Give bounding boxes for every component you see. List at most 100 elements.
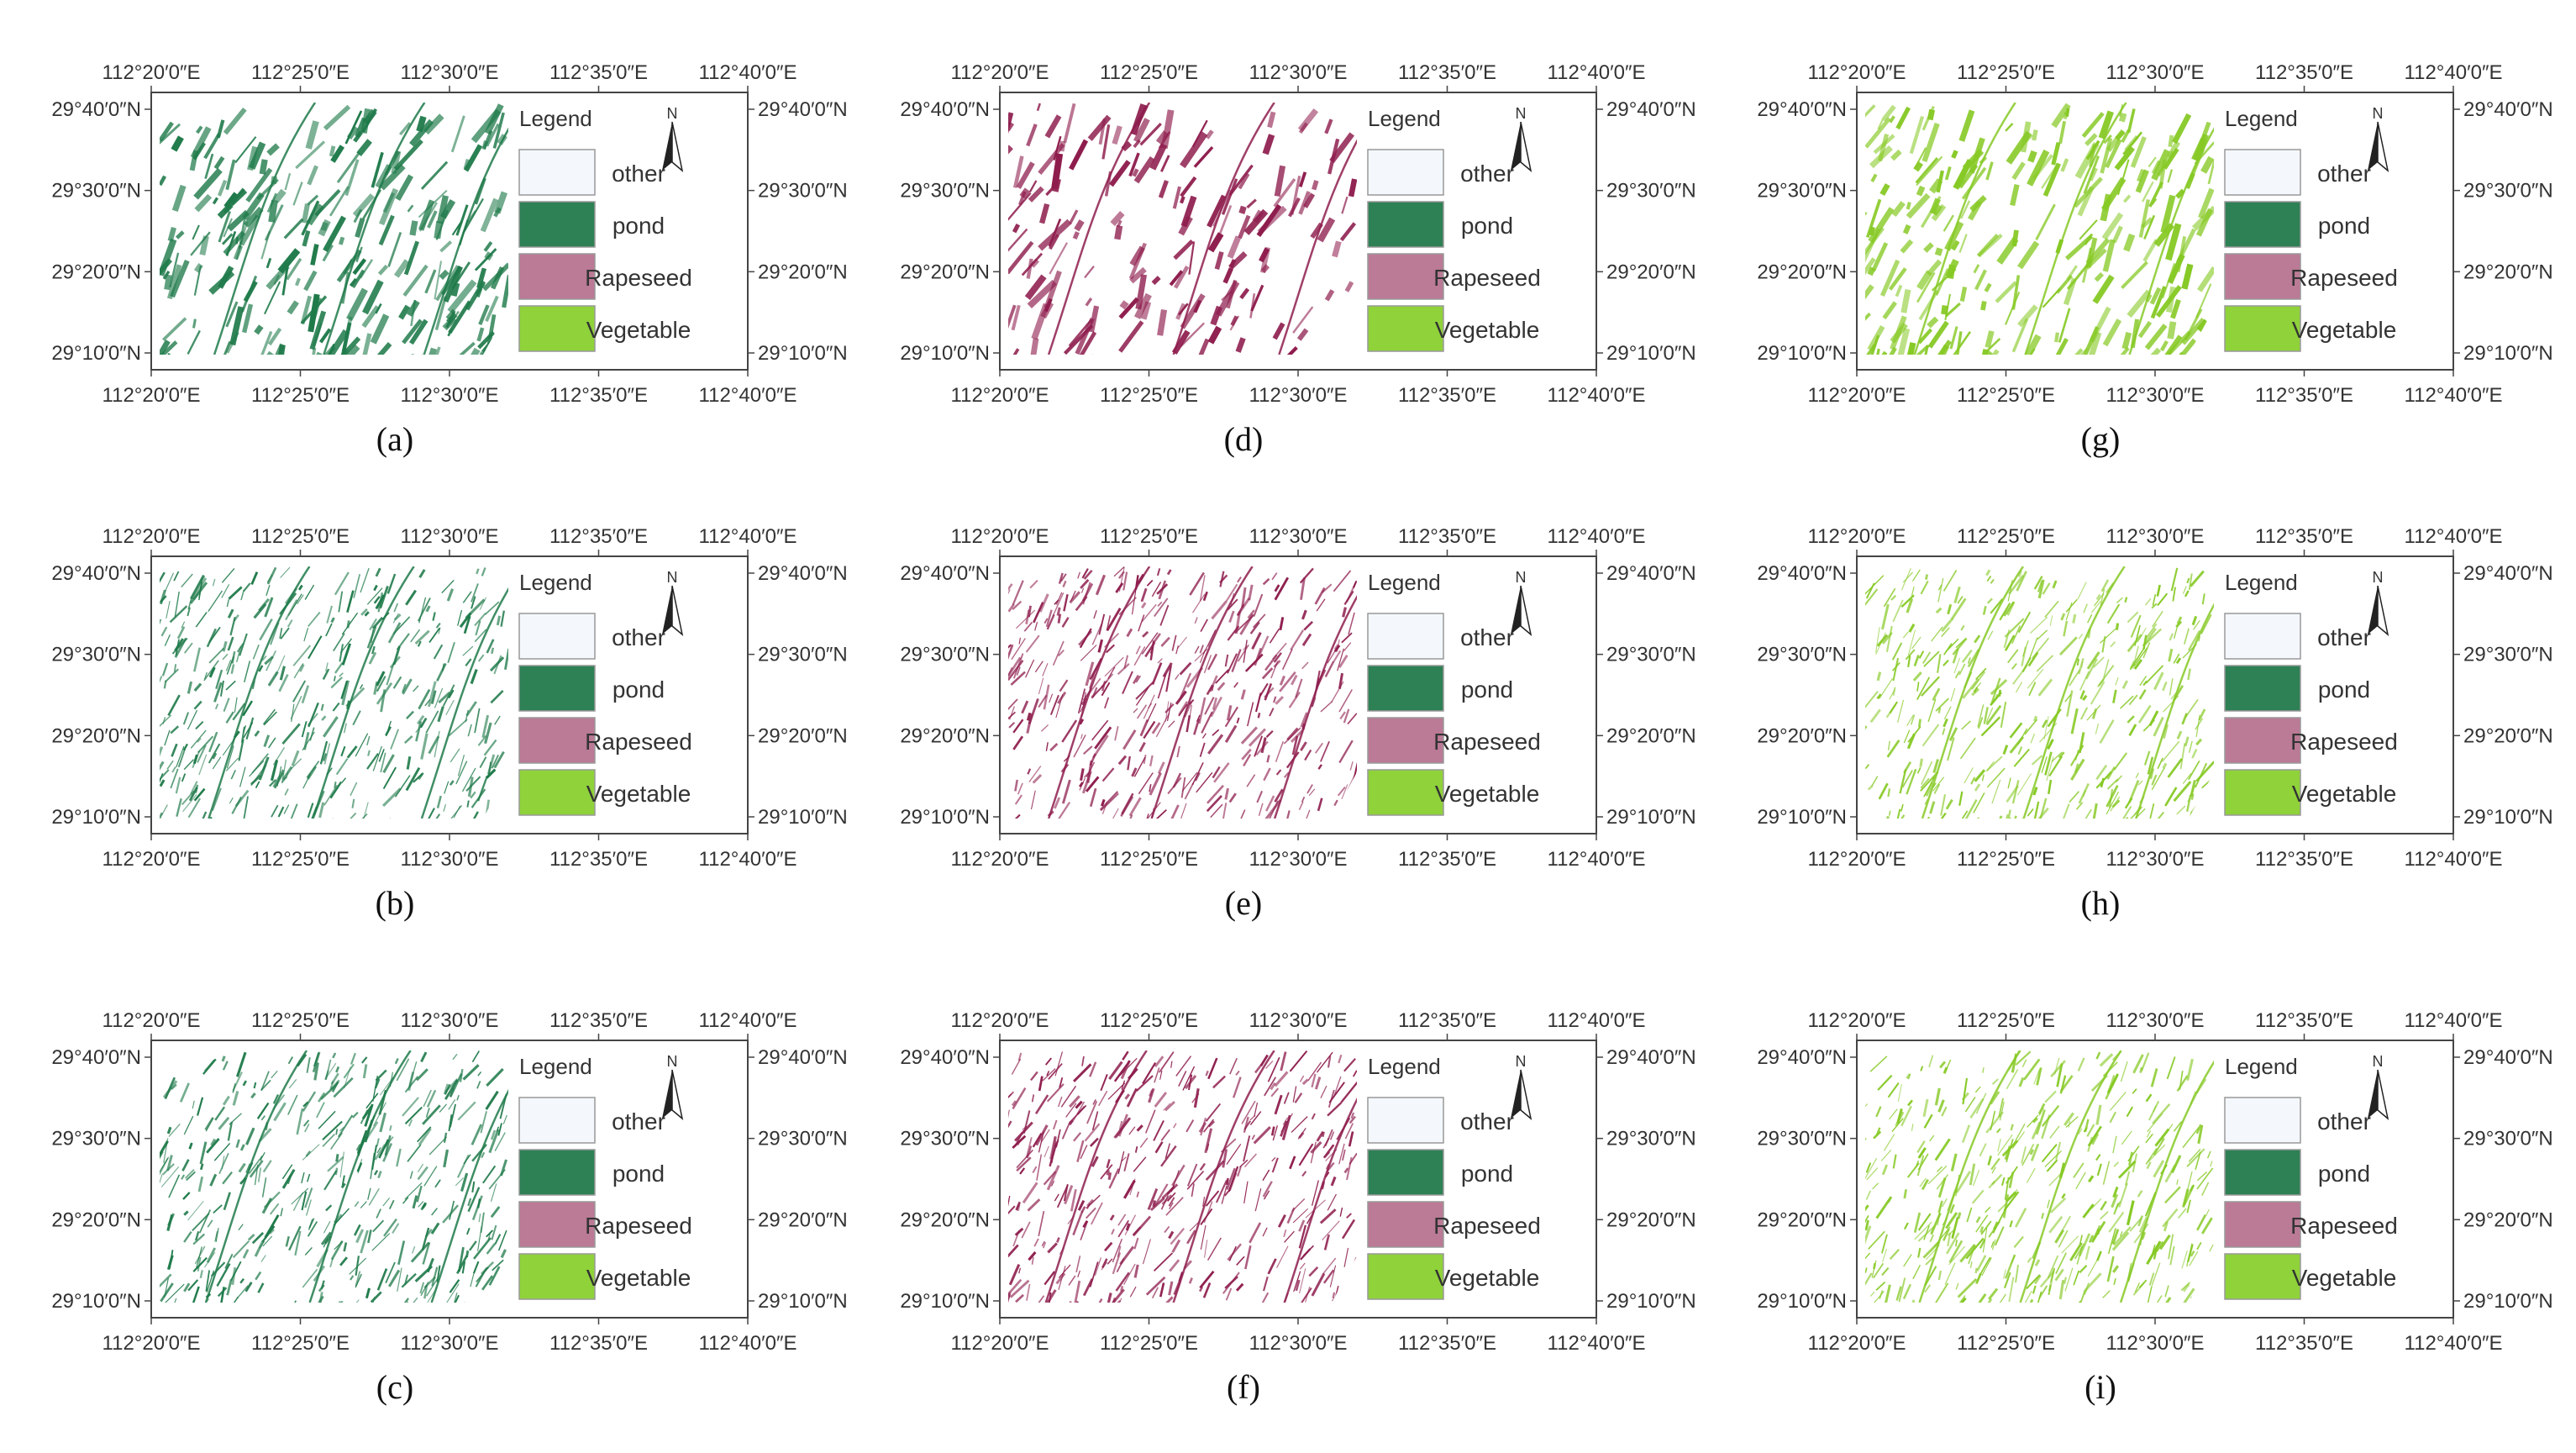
map-patch (1254, 1063, 1263, 1074)
map-patch (443, 1083, 449, 1095)
map-patch (2074, 1300, 2082, 1303)
map-patch (245, 1127, 255, 1145)
map-patch (2009, 722, 2023, 739)
map-patch (2011, 625, 2021, 645)
map-patch (396, 1148, 402, 1167)
map-patch (491, 754, 499, 769)
map-patch (1924, 574, 1929, 581)
map-patch (1879, 183, 1890, 197)
map-patch (2044, 600, 2059, 618)
panel-caption: (e) (1225, 884, 1262, 922)
map-patch (1202, 1197, 1206, 1207)
river-line (420, 566, 508, 819)
map-patch (1937, 1200, 1943, 1213)
map-patch (1143, 754, 1147, 765)
map-patch (1128, 1126, 1136, 1135)
map-patch (1173, 265, 1190, 289)
map-patch (1937, 707, 1942, 713)
map-patch (161, 317, 187, 341)
map-patch (183, 759, 194, 771)
map-patch (1111, 1229, 1115, 1235)
map-patch (2181, 1250, 2188, 1269)
map-patch (417, 714, 425, 725)
map-patch (1033, 1238, 1039, 1247)
map-patch (283, 218, 304, 240)
map-patch (225, 711, 234, 724)
legend-swatch (518, 1201, 596, 1248)
map-patch (291, 1187, 309, 1205)
map-patch (1990, 1157, 2000, 1171)
north-arrow-icon (1520, 1069, 1532, 1120)
map-patch (502, 1114, 507, 1124)
map-patch (1207, 653, 1218, 671)
map-patch (287, 300, 299, 315)
map-patch (1291, 1116, 1308, 1133)
map-patch (2046, 756, 2054, 782)
map-patch (2190, 793, 2195, 800)
map-patch (1270, 1082, 1276, 1091)
map-patch (2112, 1135, 2117, 1154)
map-patch (316, 1102, 325, 1119)
map-patch (160, 123, 181, 150)
map-patch (2074, 763, 2079, 773)
map-patch (2172, 587, 2176, 602)
map-patch (2061, 1192, 2066, 1199)
map-patch (376, 671, 386, 687)
map-patch (1180, 322, 1206, 348)
map-patch (330, 617, 335, 624)
map-patch (187, 1200, 204, 1221)
map-patch (475, 282, 486, 295)
map-patch (361, 305, 380, 329)
map-patch (2033, 715, 2038, 722)
legend-swatch (1367, 201, 1444, 248)
map-patch (1154, 1056, 1164, 1068)
map-patch (1952, 648, 1959, 664)
map-patch (470, 791, 476, 799)
map-patch (1122, 1179, 1136, 1199)
map-patch (1943, 659, 1949, 666)
map-patch (1170, 1061, 1173, 1068)
map-patch (2079, 1265, 2088, 1274)
map-patch (1257, 712, 1261, 719)
lon-label-bottom: 112°20′0″E (103, 1332, 201, 1355)
map-patch (280, 1208, 283, 1217)
map-patch (1303, 1245, 1314, 1256)
map-patch (1075, 1100, 1083, 1109)
map-patch (1865, 344, 1877, 355)
classification-map (160, 1050, 508, 1303)
map-patch (1172, 186, 1181, 209)
map-patch (1022, 1182, 1038, 1204)
map-patch (1120, 1285, 1124, 1292)
map-patch (1881, 346, 1897, 355)
map-patch (2151, 198, 2158, 206)
map-patch (1078, 782, 1084, 787)
map-patch (196, 1097, 204, 1116)
map-patch (2047, 739, 2054, 750)
map-patch (1146, 703, 1157, 723)
legend-label: Rapeseed (1433, 265, 1541, 291)
map-patch (1168, 1197, 1175, 1207)
map-patch (2105, 139, 2122, 169)
map-patch (362, 1064, 368, 1079)
map-patch (2095, 1153, 2101, 1161)
map-patch (1921, 724, 1940, 747)
map-patch (391, 150, 402, 175)
map-patch (1982, 1227, 1988, 1253)
map-patch (1917, 1147, 1927, 1159)
map-patch (2153, 671, 2164, 691)
map-patch (1045, 1289, 1057, 1303)
map-patch (1101, 798, 1106, 807)
map-patch (465, 658, 472, 667)
map-patch (1028, 338, 1039, 355)
map-patch (1955, 638, 1967, 649)
map-patch (1343, 642, 1352, 652)
map-patch (1059, 140, 1066, 152)
map-patch (2160, 194, 2176, 234)
map-patch (2111, 1231, 2130, 1251)
lat-label-right: 29°10′0″N (2463, 342, 2553, 365)
map-patch (2087, 628, 2091, 639)
map-patch (1283, 727, 1301, 745)
map-patch (215, 1228, 219, 1242)
map-patch (1865, 104, 1876, 122)
map-patch (428, 1136, 448, 1156)
